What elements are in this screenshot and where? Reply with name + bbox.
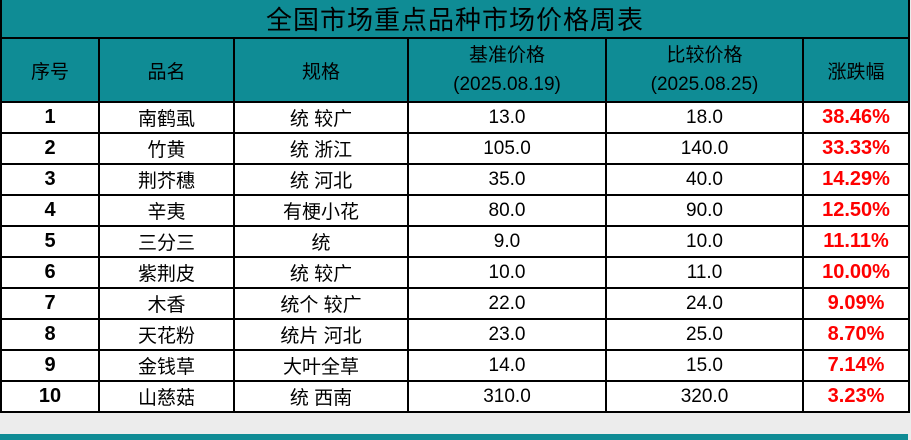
cell-compare-price: 24.0	[605, 287, 804, 320]
cell-base-price: 80.0	[407, 194, 607, 227]
header-row: 序号 品名 规格 基准价格 (2025.08.19) 比较价格 (2025.08…	[0, 37, 911, 103]
cell-seq: 1	[0, 101, 100, 134]
cell-change: 9.09%	[801, 287, 911, 320]
cell-spec: 统 浙江	[233, 132, 409, 165]
cell-seq: 6	[0, 256, 100, 289]
bottom-teal-strip	[0, 434, 908, 440]
col-header-base-price: 基准价格 (2025.08.19)	[407, 37, 607, 103]
cell-compare-price: 25.0	[605, 318, 804, 351]
table-row: 1 南鹤虱 统 较广 13.0 18.0 38.46%	[0, 101, 911, 134]
cell-base-price: 13.0	[407, 101, 607, 134]
cell-spec: 统 西南	[233, 380, 409, 413]
cell-base-price: 23.0	[407, 318, 607, 351]
cell-spec: 大叶全草	[233, 349, 409, 382]
cell-change: 10.00%	[801, 256, 911, 289]
table-title: 全国市场重点品种市场价格周表	[0, 0, 911, 39]
table-row: 3 荆芥穗 统 河北 35.0 40.0 14.29%	[0, 163, 911, 196]
table-row: 10 山慈菇 统 西南 310.0 320.0 3.23%	[0, 380, 911, 413]
cell-seq: 10	[0, 380, 100, 413]
cell-seq: 8	[0, 318, 100, 351]
cell-spec: 有梗小花	[233, 194, 409, 227]
table-row: 6 紫荆皮 统 较广 10.0 11.0 10.00%	[0, 256, 911, 289]
cell-name: 竹黄	[98, 132, 235, 165]
cell-base-price: 22.0	[407, 287, 607, 320]
table-row: 4 辛夷 有梗小花 80.0 90.0 12.50%	[0, 194, 911, 227]
cell-compare-price: 320.0	[605, 380, 804, 413]
base-price-label: 基准价格	[468, 45, 545, 66]
cell-compare-price: 18.0	[605, 101, 804, 134]
cell-spec: 统 河北	[233, 163, 409, 196]
cell-name: 荆芥穗	[98, 163, 235, 196]
compare-price-date: (2025.08.25)	[650, 74, 759, 95]
cell-name: 山慈菇	[98, 380, 235, 413]
compare-price-label: 比较价格	[666, 45, 743, 66]
cell-name: 紫荆皮	[98, 256, 235, 289]
cell-compare-price: 15.0	[605, 349, 804, 382]
cell-name: 天花粉	[98, 318, 235, 351]
table-row: 7 木香 统个 较广 22.0 24.0 9.09%	[0, 287, 911, 320]
table-body: 1 南鹤虱 统 较广 13.0 18.0 38.46% 2 竹黄 统 浙江 10…	[0, 101, 911, 413]
cell-seq: 2	[0, 132, 100, 165]
cell-change: 8.70%	[801, 318, 911, 351]
col-header-compare-price: 比较价格 (2025.08.25)	[605, 37, 804, 103]
col-header-seq: 序号	[0, 37, 100, 103]
col-header-spec: 规格	[233, 37, 409, 103]
cell-base-price: 310.0	[407, 380, 607, 413]
cell-compare-price: 10.0	[605, 225, 804, 258]
price-table: 全国市场重点品种市场价格周表 序号 品名 规格 基准价格 (2025.08.19…	[0, 0, 911, 413]
cell-change: 38.46%	[801, 101, 911, 134]
table-row: 9 金钱草 大叶全草 14.0 15.0 7.14%	[0, 349, 911, 382]
col-header-name: 品名	[98, 37, 235, 103]
cell-seq: 4	[0, 194, 100, 227]
cell-spec: 统片 河北	[233, 318, 409, 351]
cell-seq: 7	[0, 287, 100, 320]
cell-change: 11.11%	[801, 225, 911, 258]
cell-base-price: 105.0	[407, 132, 607, 165]
table-row: 2 竹黄 统 浙江 105.0 140.0 33.33%	[0, 132, 911, 165]
cell-seq: 3	[0, 163, 100, 196]
cell-base-price: 14.0	[407, 349, 607, 382]
cell-name: 金钱草	[98, 349, 235, 382]
cell-seq: 9	[0, 349, 100, 382]
cell-base-price: 9.0	[407, 225, 607, 258]
cell-spec: 统个 较广	[233, 287, 409, 320]
cell-name: 南鹤虱	[98, 101, 235, 134]
cell-spec: 统 较广	[233, 101, 409, 134]
cell-name: 三分三	[98, 225, 235, 258]
cell-spec: 统	[233, 225, 409, 258]
cell-base-price: 10.0	[407, 256, 607, 289]
cell-change: 33.33%	[801, 132, 911, 165]
cell-compare-price: 11.0	[605, 256, 804, 289]
cell-compare-price: 90.0	[605, 194, 804, 227]
col-header-change: 涨跌幅	[801, 37, 911, 103]
cell-compare-price: 40.0	[605, 163, 804, 196]
cell-change: 3.23%	[801, 380, 911, 413]
cell-name: 木香	[98, 287, 235, 320]
table-row: 5 三分三 统 9.0 10.0 11.11%	[0, 225, 911, 258]
base-price-date: (2025.08.19)	[453, 74, 561, 95]
cell-change: 14.29%	[801, 163, 911, 196]
title-row: 全国市场重点品种市场价格周表	[0, 0, 911, 39]
cell-change: 12.50%	[801, 194, 911, 227]
table-row: 8 天花粉 统片 河北 23.0 25.0 8.70%	[0, 318, 911, 351]
cell-name: 辛夷	[98, 194, 235, 227]
cell-base-price: 35.0	[407, 163, 607, 196]
cell-seq: 5	[0, 225, 100, 258]
cell-compare-price: 140.0	[605, 132, 804, 165]
cell-change: 7.14%	[801, 349, 911, 382]
cell-spec: 统 较广	[233, 256, 409, 289]
